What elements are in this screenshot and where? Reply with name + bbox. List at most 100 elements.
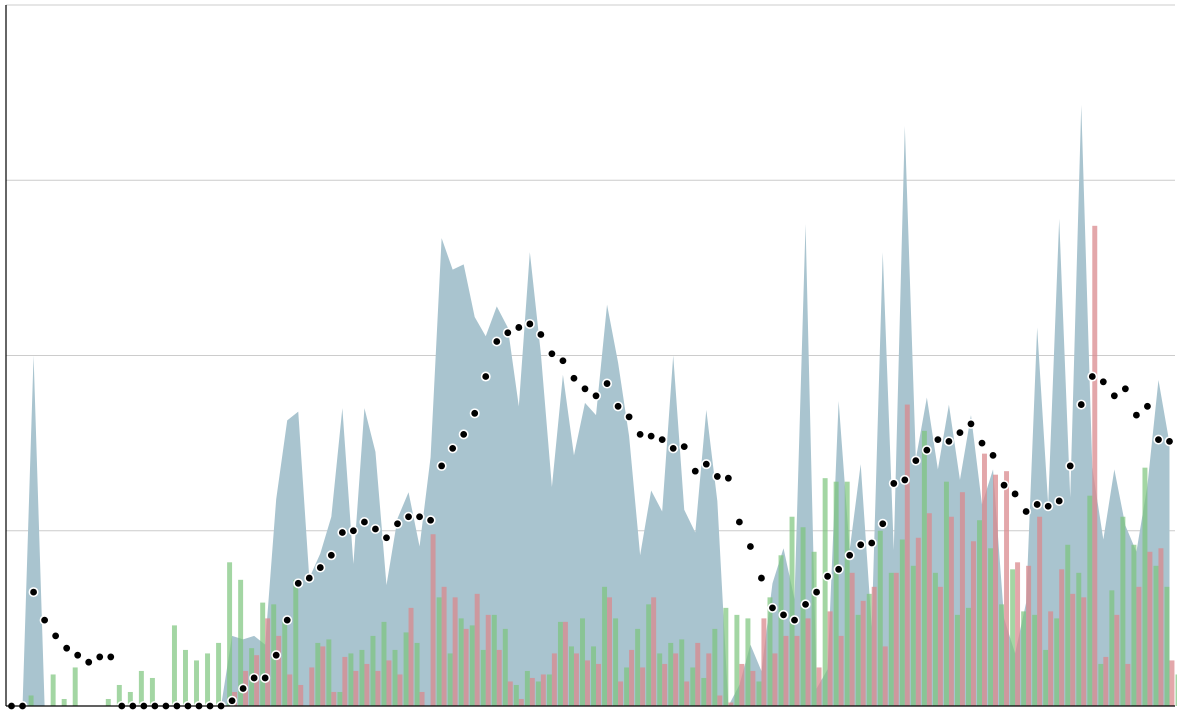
red-bar (1015, 562, 1021, 706)
red-bar (584, 660, 590, 706)
data-point (403, 511, 414, 522)
green-bar (227, 562, 233, 706)
data-point (381, 532, 392, 543)
data-point (701, 459, 712, 470)
red-bar (353, 670, 359, 706)
data-point (844, 550, 855, 561)
green-bar (690, 667, 696, 706)
green-bar (260, 602, 266, 706)
red-bar (1125, 663, 1131, 706)
data-point (293, 578, 304, 589)
red-bar (805, 618, 811, 707)
red-bar (430, 534, 436, 706)
data-point (458, 429, 469, 440)
red-bar (1158, 548, 1164, 706)
green-bar (238, 579, 244, 706)
green-bar (127, 691, 133, 706)
green-bar (668, 642, 674, 706)
green-bar (61, 698, 67, 706)
green-bar (480, 649, 486, 706)
green-bar (502, 628, 508, 706)
green-bar (1032, 614, 1038, 706)
green-bar (999, 604, 1005, 706)
data-point (414, 511, 425, 522)
red-bar (739, 663, 745, 706)
data-point (447, 443, 458, 454)
red-bar-series (232, 225, 1175, 707)
data-point (282, 615, 293, 626)
data-point (646, 431, 657, 442)
data-point (337, 527, 348, 538)
green-bar (701, 677, 707, 706)
green-bar (624, 667, 630, 706)
green-bar (1076, 572, 1082, 706)
data-point (866, 538, 877, 549)
red-bar (640, 667, 646, 706)
red-bar (529, 677, 535, 706)
red-bar (982, 453, 987, 706)
data-point (326, 550, 337, 561)
red-bar (474, 593, 480, 706)
green-bar (888, 572, 894, 706)
data-point (932, 434, 943, 445)
green-bar (116, 684, 122, 706)
green-bar (28, 695, 34, 706)
red-bar (298, 684, 304, 706)
green-bar (348, 653, 354, 706)
green-bar (1164, 586, 1170, 706)
data-point (480, 371, 491, 382)
green-bar (105, 698, 111, 706)
red-bar (717, 695, 723, 706)
green-bar (1120, 516, 1126, 706)
green-bar (646, 604, 652, 706)
green-bar (392, 649, 398, 706)
data-point (1098, 376, 1109, 387)
green-bar (778, 555, 784, 706)
red-bar (838, 635, 844, 706)
red-bar (860, 600, 866, 706)
red-bar (507, 681, 513, 706)
red-bar (1114, 614, 1120, 706)
red-bar (386, 660, 392, 706)
green-bar (756, 681, 762, 706)
data-point (83, 657, 94, 668)
data-point (491, 336, 502, 347)
red-bar (618, 681, 624, 706)
green-bar (293, 579, 299, 706)
data-point (513, 322, 524, 333)
red-bar (309, 667, 315, 706)
green-bar (988, 548, 994, 706)
green-bar (844, 481, 850, 706)
data-point (469, 408, 480, 419)
data-point (679, 441, 690, 452)
green-bar (436, 597, 442, 706)
data-point (72, 650, 83, 661)
red-bar (485, 614, 491, 706)
data-point (524, 318, 535, 329)
data-point (1043, 501, 1054, 512)
red-bar (1026, 565, 1032, 706)
green-bar (910, 565, 916, 706)
green-bar (580, 618, 585, 707)
data-point (359, 516, 370, 527)
red-bar (1004, 471, 1010, 706)
red-bar (607, 597, 612, 706)
data-point (392, 518, 403, 529)
red-bar (993, 474, 998, 706)
data-point (579, 383, 590, 394)
data-point (249, 672, 260, 683)
green-bar (370, 635, 376, 706)
green-bar (1131, 544, 1137, 706)
red-bar (375, 670, 381, 706)
red-bar (463, 628, 469, 706)
red-bar (331, 691, 337, 706)
green-bar (447, 653, 453, 706)
data-point (1021, 506, 1032, 517)
data-point (734, 516, 745, 527)
data-point (1142, 401, 1153, 412)
green-bar (1054, 618, 1060, 707)
data-point (1032, 499, 1043, 510)
data-point (624, 411, 635, 422)
data-point (778, 609, 789, 620)
